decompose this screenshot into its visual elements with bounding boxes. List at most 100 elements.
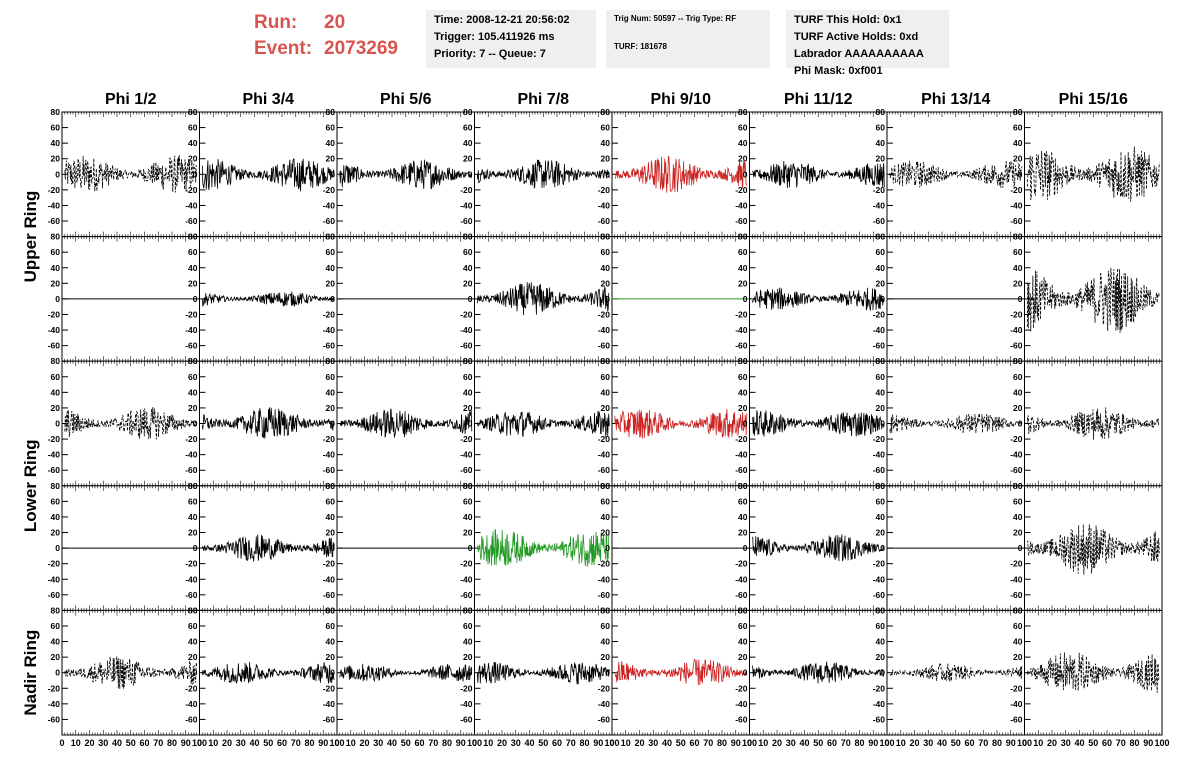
y-tick-label: 80 (876, 481, 886, 491)
y-tick-label: -20 (873, 185, 886, 195)
x-tick-label: 0 (59, 738, 64, 748)
waveform-trace (1026, 146, 1160, 202)
y-tick-label: 60 (738, 496, 748, 506)
y-tick-label: 0 (193, 419, 198, 429)
ring-label: Upper Ring (21, 191, 40, 283)
y-tick-label: 80 (601, 232, 611, 242)
y-tick-label: -60 (1010, 714, 1023, 724)
y-tick-label: 0 (468, 294, 473, 304)
y-tick-label: 20 (601, 154, 611, 164)
x-tick-label: 40 (799, 738, 809, 748)
y-tick-label: 60 (326, 621, 336, 631)
y-tick-label: -60 (460, 714, 473, 724)
y-tick-label: 60 (1013, 123, 1023, 133)
y-tick-label: -40 (185, 325, 198, 335)
y-tick-label: 0 (193, 169, 198, 179)
y-tick-label: 80 (738, 481, 748, 491)
y-tick-label: 20 (463, 154, 473, 164)
y-tick-label: 80 (1013, 107, 1023, 117)
y-tick-label: 0 (880, 419, 885, 429)
y-tick-label: 80 (738, 605, 748, 615)
y-tick-label: 20 (51, 154, 61, 164)
y-tick-label: 20 (188, 403, 198, 413)
y-tick-label: 0 (330, 169, 335, 179)
y-tick-label: -60 (598, 590, 611, 600)
ring-label: Nadir Ring (21, 630, 40, 716)
y-tick-label: 60 (601, 621, 611, 631)
y-tick-label: -40 (873, 450, 886, 460)
y-tick-label: -60 (185, 590, 198, 600)
y-tick-label: -40 (323, 325, 336, 335)
y-tick-label: -60 (735, 465, 748, 475)
x-tick-label: 80 (1129, 738, 1139, 748)
y-tick-label: 0 (605, 668, 610, 678)
y-tick-label: -40 (735, 325, 748, 335)
x-tick-label: 50 (813, 738, 823, 748)
y-tick-label: 40 (51, 512, 61, 522)
y-tick-label: 60 (463, 496, 473, 506)
y-tick-label: 0 (880, 668, 885, 678)
waveform-trace (889, 662, 1023, 682)
y-tick-label: 60 (326, 247, 336, 257)
x-tick-label: 20 (772, 738, 782, 748)
x-tick-label: 10 (346, 738, 356, 748)
y-tick-label: 40 (1013, 263, 1023, 273)
y-tick-label: -40 (873, 325, 886, 335)
y-tick-label: -20 (185, 185, 198, 195)
y-tick-label: -60 (1010, 341, 1023, 351)
x-tick-label: 30 (511, 738, 521, 748)
y-tick-label: 20 (738, 528, 748, 538)
y-tick-label: -20 (185, 559, 198, 569)
waveform-trace (339, 663, 473, 683)
x-tick-label: 50 (951, 738, 961, 748)
x-tick-label: 10 (483, 738, 493, 748)
y-tick-label: -40 (48, 699, 61, 709)
x-tick-label: 80 (717, 738, 727, 748)
y-tick-label: 60 (188, 621, 198, 631)
y-tick-label: 0 (880, 294, 885, 304)
y-tick-label: 0 (880, 543, 885, 553)
y-tick-label: 60 (463, 621, 473, 631)
x-tick-label: 70 (566, 738, 576, 748)
y-tick-label: 40 (876, 637, 886, 647)
x-tick-label: 50 (676, 738, 686, 748)
y-tick-label: -20 (460, 683, 473, 693)
y-tick-label: -20 (873, 683, 886, 693)
event-value: 2073269 (324, 38, 398, 59)
x-tick-label: 80 (167, 738, 177, 748)
waveform-trace (889, 160, 1023, 188)
y-tick-label: 0 (605, 543, 610, 553)
waveform-trace (476, 528, 610, 567)
x-tick-label: 10 (208, 738, 218, 748)
y-tick-label: 0 (468, 668, 473, 678)
y-tick-label: 0 (330, 668, 335, 678)
y-tick-label: 20 (51, 528, 61, 538)
y-tick-label: 20 (876, 652, 886, 662)
y-tick-label: 60 (326, 123, 336, 133)
y-tick-label: -60 (185, 216, 198, 226)
column-header: Phi 13/14 (921, 91, 990, 108)
turf-text: TURF: 181678 (614, 42, 667, 51)
y-tick-label: 20 (463, 403, 473, 413)
y-tick-label: 0 (743, 294, 748, 304)
x-tick-label: 100 (742, 738, 757, 748)
y-tick-label: 0 (468, 419, 473, 429)
y-tick-label: 20 (876, 154, 886, 164)
y-tick-label: 40 (1013, 512, 1023, 522)
y-tick-label: 40 (601, 138, 611, 148)
x-tick-label: 50 (538, 738, 548, 748)
y-tick-label: -40 (323, 450, 336, 460)
y-tick-label: -60 (48, 216, 61, 226)
y-tick-label: -60 (323, 590, 336, 600)
waveform-trace (614, 155, 748, 193)
y-tick-label: 0 (193, 294, 198, 304)
time-text: Time: 2008-12-21 20:56:02 (434, 14, 570, 26)
y-tick-label: 40 (326, 512, 336, 522)
y-tick-label: 40 (326, 138, 336, 148)
y-tick-label: 20 (463, 278, 473, 288)
y-tick-label: -20 (323, 309, 336, 319)
y-tick-label: -40 (598, 699, 611, 709)
y-tick-label: 80 (463, 605, 473, 615)
x-tick-label: 30 (373, 738, 383, 748)
